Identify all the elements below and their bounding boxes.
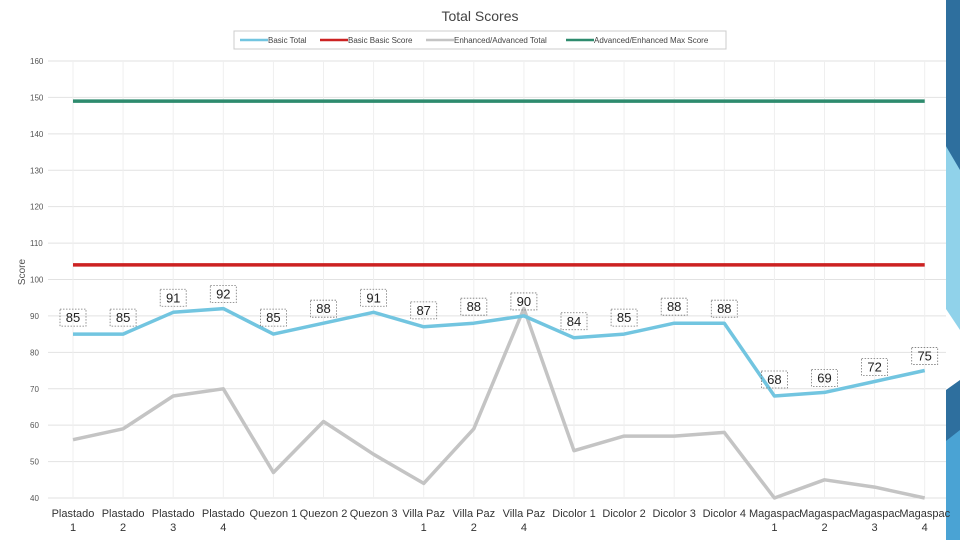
data-label-box bbox=[710, 299, 738, 318]
data-label: 68 bbox=[767, 372, 781, 387]
x-tick-label-line2: 4 bbox=[220, 522, 226, 534]
series-line bbox=[72, 306, 926, 500]
data-label: 88 bbox=[316, 301, 330, 316]
data-label-box bbox=[109, 308, 137, 327]
x-tick-label: Villa Paz bbox=[503, 508, 546, 520]
x-tick-label: Quezon 2 bbox=[300, 508, 348, 520]
x-tick-label-line2: 4 bbox=[922, 522, 928, 534]
y-tick-label: 110 bbox=[30, 239, 43, 248]
legend-box bbox=[233, 30, 727, 50]
data-label: 85 bbox=[266, 310, 280, 325]
data-label: 85 bbox=[66, 310, 80, 325]
y-tick-label: 130 bbox=[30, 166, 44, 175]
y-tick-label: 100 bbox=[30, 276, 44, 285]
x-tick-label-line2: 2 bbox=[821, 522, 827, 534]
x-tick-label-line2: 3 bbox=[170, 522, 176, 534]
x-tick-label: Dicolor 4 bbox=[703, 508, 746, 520]
x-tick-label-line2: 1 bbox=[771, 522, 777, 534]
grid bbox=[48, 60, 946, 499]
x-tick-label: Plastado bbox=[152, 508, 195, 520]
y-tick-label: 40 bbox=[30, 494, 39, 503]
x-tick-label: Dicolor 2 bbox=[602, 508, 645, 520]
x-tick-label-line2: 2 bbox=[471, 522, 477, 534]
x-tick-label: Villa Paz bbox=[402, 508, 445, 520]
y-tick-label: 50 bbox=[30, 458, 39, 467]
y-tick-label: 80 bbox=[30, 348, 39, 357]
x-tick-label-line2: 1 bbox=[421, 522, 427, 534]
x-tick-label: Dicolor 1 bbox=[552, 508, 595, 520]
data-label: 88 bbox=[667, 299, 681, 314]
x-tick-label: Plastado bbox=[52, 508, 95, 520]
x-tick-label-line2: 2 bbox=[120, 522, 126, 534]
x-tick-label: Plastado bbox=[202, 508, 245, 520]
y-tick-label: 70 bbox=[30, 385, 39, 394]
data-label: 87 bbox=[416, 303, 430, 318]
data-label-box bbox=[410, 301, 438, 320]
data-label-box bbox=[510, 292, 538, 311]
series-lines bbox=[72, 99, 926, 500]
y-axis-label: Score bbox=[17, 259, 28, 286]
y-tick-label: 140 bbox=[30, 130, 44, 139]
x-tick-label: Villa Paz bbox=[452, 508, 495, 520]
data-label: 72 bbox=[867, 359, 881, 374]
legend-label: Basic Basic Score bbox=[348, 36, 413, 45]
data-label: 75 bbox=[917, 349, 931, 364]
x-tick-label-line2: 3 bbox=[872, 522, 878, 534]
data-label: 69 bbox=[817, 370, 831, 385]
data-label: 85 bbox=[617, 310, 631, 325]
data-label: 88 bbox=[467, 299, 481, 314]
legend-label: Enhanced/Advanced Total bbox=[454, 36, 547, 45]
y-tick-label: 120 bbox=[30, 203, 44, 212]
x-tick-label: Quezon 3 bbox=[350, 508, 398, 520]
chart-title: Total Scores bbox=[441, 8, 518, 24]
legend-label: Advanced/Enhanced Max Score bbox=[594, 36, 709, 45]
series-line bbox=[73, 306, 926, 398]
data-label-box bbox=[861, 358, 888, 376]
y-tick-label: 60 bbox=[30, 421, 39, 430]
data-label-box bbox=[911, 347, 939, 365]
data-label-box bbox=[460, 297, 488, 316]
data-labels: 85 85 91 92 85 88 91 87 88 90 84 85 88 88 68 69 72 75 bbox=[59, 285, 939, 389]
data-label-box bbox=[159, 288, 187, 307]
x-tick-label: Quezon 1 bbox=[250, 508, 298, 520]
legend-label: Basic Total bbox=[268, 36, 307, 45]
data-label-box bbox=[259, 308, 287, 327]
data-label-box bbox=[761, 370, 788, 389]
y-axis-ticks: 40 50 60 70 80 90 100 110 120 130 140 150 160 bbox=[30, 57, 44, 503]
data-label-box bbox=[660, 297, 688, 316]
x-tick-label-line2: 4 bbox=[521, 522, 527, 534]
data-label: 85 bbox=[116, 310, 130, 325]
legend: Basic Total Basic Basic Score Enhanced/Adv… bbox=[240, 36, 709, 45]
x-tick-label: Magaspac bbox=[799, 508, 850, 520]
data-label-box bbox=[59, 308, 87, 327]
y-tick-label: 150 bbox=[30, 93, 44, 102]
data-label-box bbox=[610, 308, 638, 327]
data-label: 88 bbox=[717, 301, 731, 316]
data-label: 92 bbox=[216, 287, 230, 302]
data-label: 91 bbox=[366, 290, 380, 305]
x-tick-label: Magaspac bbox=[899, 508, 950, 520]
data-label-box bbox=[811, 368, 838, 387]
data-label-box bbox=[209, 285, 237, 304]
data-label: 90 bbox=[517, 294, 531, 309]
x-tick-label: Dicolor 3 bbox=[652, 508, 695, 520]
x-tick-label: Plastado bbox=[102, 508, 145, 520]
x-tick-label: Magaspac bbox=[849, 508, 900, 520]
x-tick-label: Magaspac bbox=[749, 508, 800, 520]
data-label-box bbox=[560, 312, 588, 331]
data-label: 84 bbox=[567, 314, 581, 329]
y-tick-label: 90 bbox=[30, 312, 39, 321]
x-axis-ticks: Plastado 1 Plastado 2 Plastado 3 Plastado 4 Quez… bbox=[52, 508, 951, 534]
data-label-box bbox=[310, 299, 337, 318]
data-label-box bbox=[360, 288, 388, 307]
data-label: 91 bbox=[166, 290, 180, 305]
y-tick-label: 160 bbox=[30, 57, 44, 66]
x-tick-label-line2: 1 bbox=[70, 522, 76, 534]
